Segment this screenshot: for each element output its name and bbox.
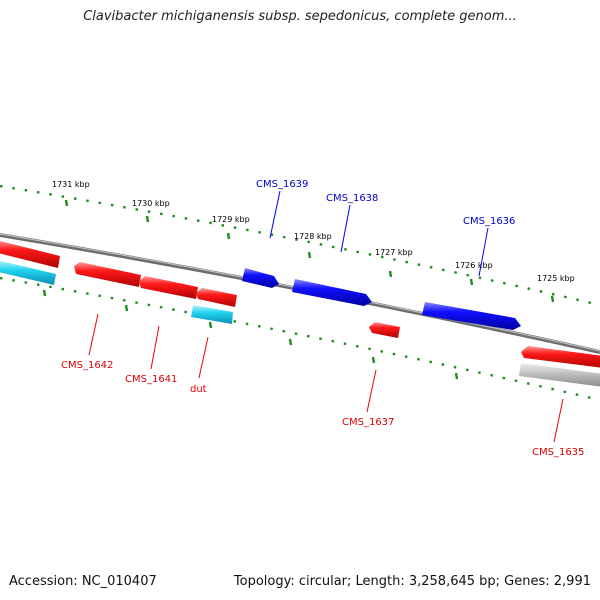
inner-major-tick — [371, 356, 376, 364]
scale-label: 1726 kbp — [455, 261, 493, 270]
accession-text: Accession: NC_010407 — [9, 574, 157, 589]
gene-label-CMS_1641: CMS_1641 — [125, 374, 177, 385]
gene-arrow-CMS_1635 — [521, 346, 600, 368]
label-leaders — [88, 190, 564, 443]
scale-major-tick — [64, 199, 69, 207]
inner-scale-ring — [0, 276, 600, 402]
gene-arrow-CMS_1638 — [292, 279, 372, 306]
scale-label: 1725 kbp — [537, 274, 575, 283]
gene-label-CMS_1638: CMS_1638 — [326, 193, 378, 204]
scale-labels: 1731 kbp 1730 kbp 1729 kbp 1728 kbp 1727… — [52, 180, 575, 283]
gene-arrow-CMS_1642 — [74, 262, 141, 287]
leader-CMS_1642 — [88, 313, 99, 356]
inner-major-tick — [42, 289, 47, 297]
leader-CMS_1637 — [366, 369, 377, 413]
gene-labels[interactable]: CMS_1642 CMS_1641 dut CMS_1639 CMS_1638 … — [61, 179, 584, 458]
leader-CMS_1635 — [553, 398, 564, 443]
scale-major-tick — [469, 278, 474, 286]
scale-label: 1730 kbp — [132, 199, 170, 208]
inner-major-tick — [454, 372, 459, 380]
leader-CMS_1639 — [269, 190, 281, 239]
inner-major-tick — [124, 304, 129, 312]
scale-label: 1731 kbp — [52, 180, 90, 189]
gene-label-CMS_1636: CMS_1636 — [463, 216, 515, 227]
gene-arrow-CMS_1636 — [422, 302, 521, 330]
gene-features[interactable] — [0, 240, 600, 387]
scale-label: 1728 kbp — [294, 232, 332, 241]
gene-arrow-CMS_1637 — [369, 322, 400, 338]
gene-label-CMS_1637: CMS_1637 — [342, 417, 394, 428]
inner-major-tick — [208, 321, 213, 329]
scale-label: 1727 kbp — [375, 248, 413, 257]
inner-major-tick — [288, 338, 293, 346]
scale-major-tick — [226, 232, 231, 240]
leader-CMS_1641 — [150, 325, 160, 370]
gene-label-dut: dut — [190, 384, 207, 395]
pseudo-gene-arrow — [519, 363, 600, 387]
rna-arrow-dut — [191, 305, 233, 324]
leader-dut — [198, 336, 209, 379]
gene-arrow-CMS_1639 — [242, 268, 279, 288]
genome-summary-text: Topology: circular; Length: 3,258,645 bp… — [233, 574, 591, 589]
rna-arrow — [0, 260, 56, 285]
outer-scale-ring — [0, 184, 600, 307]
map-title: Clavibacter michiganensis subsp. sepedon… — [83, 9, 517, 24]
scale-major-tick — [307, 251, 312, 259]
gene-arrow-dut — [196, 288, 237, 307]
scale-label: 1729 kbp — [212, 215, 250, 224]
gene-label-CMS_1639: CMS_1639 — [256, 179, 308, 190]
gene-arrow-reverse — [0, 241, 60, 268]
gene-label-CMS_1642: CMS_1642 — [61, 360, 113, 371]
leader-CMS_1638 — [340, 204, 351, 253]
scale-major-tick — [388, 270, 393, 278]
leader-CMS_1636 — [478, 227, 489, 277]
gene-arrow-CMS_1641 — [139, 276, 198, 299]
scale-major-tick — [550, 295, 555, 303]
scale-major-tick — [145, 215, 150, 223]
gene-label-CMS_1635: CMS_1635 — [532, 447, 584, 458]
